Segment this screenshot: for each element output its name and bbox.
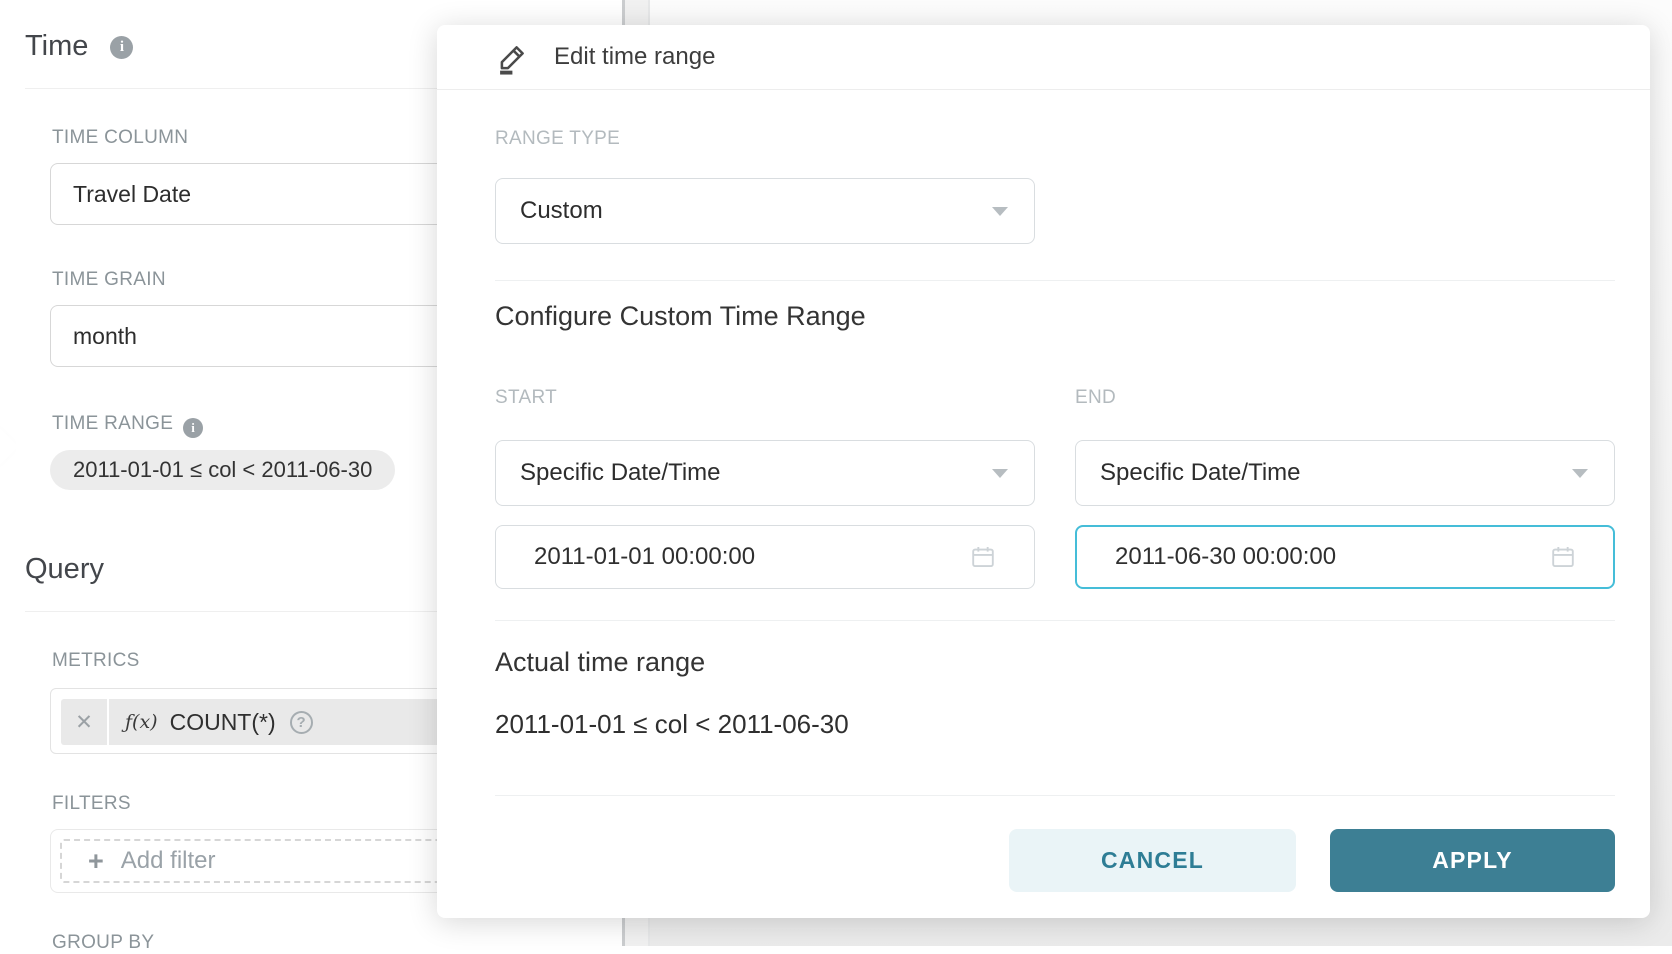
time-section-title: Time i	[25, 30, 134, 63]
range-type-value: Custom	[520, 197, 603, 224]
cancel-button[interactable]: CANCEL	[1009, 829, 1296, 892]
chevron-down-icon	[992, 207, 1008, 216]
info-icon[interactable]: i	[183, 417, 204, 438]
popover-title: Edit time range	[554, 43, 716, 70]
chevron-down-icon	[992, 469, 1008, 478]
time-grain-label: TIME GRAIN	[52, 269, 166, 290]
time-range-label: TIME RANGE i	[52, 413, 204, 438]
add-filter-label: Add filter	[120, 847, 216, 874]
popover-divider	[495, 280, 1615, 281]
end-type-value: Specific Date/Time	[1100, 459, 1301, 486]
chevron-down-icon	[1572, 469, 1588, 478]
start-type-select[interactable]: Specific Date/Time	[495, 440, 1035, 506]
add-filter-button[interactable]: + Add filter	[60, 839, 560, 883]
end-type-select[interactable]: Specific Date/Time	[1075, 440, 1615, 506]
edit-time-range-popover: Edit time range RANGE TYPE Custom Config…	[437, 25, 1650, 918]
end-label: END	[1075, 387, 1117, 408]
function-icon: ƒ(x)	[125, 711, 158, 733]
help-icon[interactable]: ?	[289, 710, 313, 734]
metrics-label: METRICS	[52, 650, 140, 671]
section-divider	[25, 88, 622, 89]
actual-time-range-heading: Actual time range	[495, 647, 706, 677]
configure-heading: Configure Custom Time Range	[495, 301, 866, 331]
start-datetime-input[interactable]	[495, 525, 1035, 589]
actual-time-range-value: 2011-01-01 ≤ col < 2011-06-30	[495, 709, 849, 739]
edit-pencil-icon	[500, 46, 524, 75]
time-range-pill[interactable]: 2011-01-01 ≤ col < 2011-06-30	[50, 450, 396, 490]
time-grain-value: month	[73, 322, 137, 349]
time-column-label: TIME COLUMN	[52, 127, 189, 148]
metric-name: COUNT(*)	[169, 708, 276, 735]
plus-icon: +	[88, 845, 104, 876]
apply-button[interactable]: APPLY	[1330, 829, 1615, 892]
range-type-label: RANGE TYPE	[495, 128, 621, 149]
popover-divider	[495, 795, 1615, 796]
time-column-value: Travel Date	[73, 180, 192, 207]
start-label: START	[495, 387, 558, 408]
time-range-value: 2011-01-01 ≤ col < 2011-06-30	[73, 457, 373, 482]
query-section-title: Query	[25, 553, 104, 585]
popover-divider	[495, 620, 1615, 621]
info-icon[interactable]: i	[110, 36, 134, 59]
start-type-value: Specific Date/Time	[520, 459, 721, 486]
range-type-select[interactable]: Custom	[495, 178, 1035, 244]
end-datetime-input[interactable]	[1075, 525, 1615, 589]
filters-label: FILTERS	[52, 793, 131, 814]
time-section-label: Time	[25, 30, 89, 62]
group-by-label: GROUP BY	[52, 932, 155, 953]
remove-metric-icon[interactable]: ✕	[61, 699, 109, 745]
popover-header: Edit time range	[437, 25, 1650, 90]
section-divider	[25, 611, 622, 612]
